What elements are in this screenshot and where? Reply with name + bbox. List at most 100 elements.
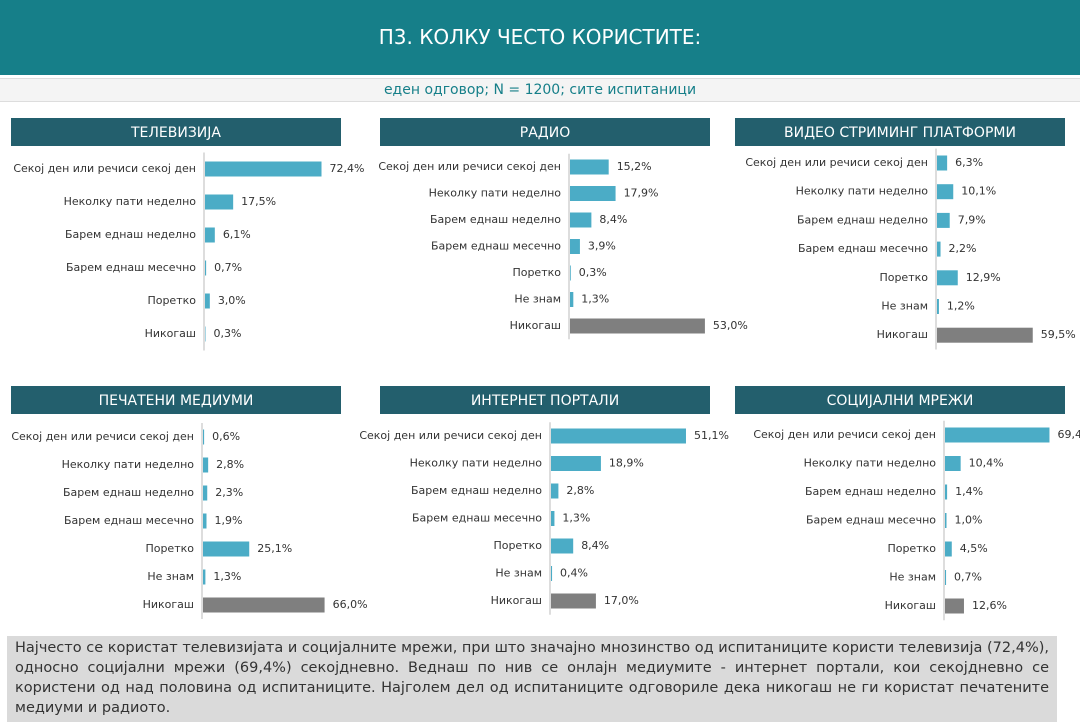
category-label: Неколку пати неделно xyxy=(62,458,195,471)
chart-title-bar xyxy=(11,118,341,146)
value-label: 1,0% xyxy=(955,514,983,527)
value-label: 53,0% xyxy=(713,319,748,332)
category-label: Не знам xyxy=(495,567,542,580)
category-label: Никогаш xyxy=(143,598,194,611)
bar xyxy=(551,428,686,444)
category-label: Барем еднаш неделно xyxy=(65,228,196,241)
value-label: 69,4% xyxy=(1057,428,1080,441)
value-label: 72,4% xyxy=(330,162,365,175)
charts: ТЕЛЕВИЗИЈА Секој ден или речиси секој ден… xyxy=(11,118,1080,621)
value-label: 0,7% xyxy=(214,261,242,274)
category-label: Никогаш xyxy=(510,319,561,332)
category-label: Секој ден или речиси секој ден xyxy=(11,430,194,443)
bar xyxy=(945,541,952,557)
chart-title-bar xyxy=(380,118,710,146)
bar xyxy=(551,456,601,471)
category-label: Барем еднаш неделно xyxy=(430,213,561,226)
value-label: 17,5% xyxy=(241,195,276,208)
bar xyxy=(937,212,950,228)
bar xyxy=(205,161,322,177)
value-label: 6,1% xyxy=(223,228,251,241)
category-label: Никогаш xyxy=(877,328,928,341)
chart-title-bar xyxy=(735,386,1065,414)
value-label: 1,3% xyxy=(213,570,241,583)
value-label: 6,3% xyxy=(955,156,983,169)
value-label: 1,4% xyxy=(955,485,983,498)
bar xyxy=(945,598,964,614)
value-label: 2,8% xyxy=(216,458,244,471)
value-label: 12,6% xyxy=(972,599,1007,612)
bar xyxy=(570,186,616,201)
bar xyxy=(203,429,205,445)
value-label: 2,3% xyxy=(215,486,243,499)
category-label: Секој ден или речиси секој ден xyxy=(753,428,936,441)
category-label: Неколку пати неделно xyxy=(804,457,937,470)
bar xyxy=(945,456,961,471)
category-label: Секој ден или речиси секој ден xyxy=(745,156,928,169)
value-label: 17,9% xyxy=(624,187,659,200)
subtitle: еден одговор; N = 1200; сите испитаници xyxy=(0,78,1080,102)
value-label: 1,9% xyxy=(215,514,243,527)
value-label: 15,2% xyxy=(617,160,652,173)
category-label: Не знам xyxy=(889,571,936,584)
chart-title-bar xyxy=(735,118,1065,146)
bar xyxy=(937,155,948,171)
chart-title: ВИДЕО СТРИМИНГ ПЛАТФОРМИ xyxy=(784,125,1016,141)
value-label: 0,3% xyxy=(579,266,607,279)
bar xyxy=(937,184,954,200)
bar xyxy=(570,318,705,334)
bar xyxy=(205,293,210,309)
category-label: Секој ден или речиси секој ден xyxy=(359,429,542,442)
bar xyxy=(570,239,580,254)
bar xyxy=(937,270,958,286)
category-label: Поретко xyxy=(147,294,196,307)
category-label: Поретко xyxy=(512,266,561,279)
bar xyxy=(945,570,947,585)
chart-title: ТЕЛЕВИЗИЈА xyxy=(130,125,221,141)
category-label: Барем еднаш месечно xyxy=(806,514,936,527)
bar xyxy=(205,194,234,210)
category-label: Никогаш xyxy=(145,327,196,340)
value-label: 1,3% xyxy=(581,293,609,306)
bar xyxy=(203,513,207,529)
category-label: Барем еднаш месечно xyxy=(66,261,196,274)
value-label: 17,0% xyxy=(604,594,639,607)
bar xyxy=(203,457,209,473)
category-label: Барем еднаш неделно xyxy=(797,213,928,226)
category-label: Барем еднаш неделно xyxy=(411,484,542,497)
value-label: 0,4% xyxy=(560,567,588,580)
bar xyxy=(945,427,1050,443)
bar xyxy=(551,483,559,499)
value-label: 12,9% xyxy=(966,271,1001,284)
category-label: Барем еднаш месечно xyxy=(412,512,542,525)
category-label: Не знам xyxy=(881,300,928,313)
category-label: Не знам xyxy=(514,293,561,306)
value-label: 4,5% xyxy=(960,542,988,555)
chart-title-bar xyxy=(380,386,710,414)
category-label: Барем еднаш неделно xyxy=(805,485,936,498)
summary: Најчесто се користат телевизијата и соци… xyxy=(7,636,1057,722)
bar xyxy=(203,569,206,585)
value-label: 10,4% xyxy=(969,457,1004,470)
category-label: Поретко xyxy=(879,271,928,284)
bar xyxy=(570,265,571,281)
value-label: 51,1% xyxy=(694,429,729,442)
value-label: 66,0% xyxy=(333,598,368,611)
value-label: 1,3% xyxy=(562,512,590,525)
value-label: 2,2% xyxy=(949,242,977,255)
chart-title: ИНТЕРНЕТ ПОРТАЛИ xyxy=(471,393,619,409)
value-label: 0,6% xyxy=(212,430,240,443)
value-label: 25,1% xyxy=(257,542,292,555)
value-label: 8,4% xyxy=(581,539,609,552)
bar xyxy=(203,485,208,501)
bar xyxy=(205,260,207,276)
category-label: Секој ден или речиси секој ден xyxy=(378,160,561,173)
value-label: 0,7% xyxy=(954,571,982,584)
category-label: Никогаш xyxy=(885,599,936,612)
chart-title: РАДИО xyxy=(520,125,570,141)
category-label: Поретко xyxy=(145,542,194,555)
category-label: Барем еднаш месечно xyxy=(798,242,928,255)
bar xyxy=(570,159,609,175)
value-label: 1,2% xyxy=(947,300,975,313)
